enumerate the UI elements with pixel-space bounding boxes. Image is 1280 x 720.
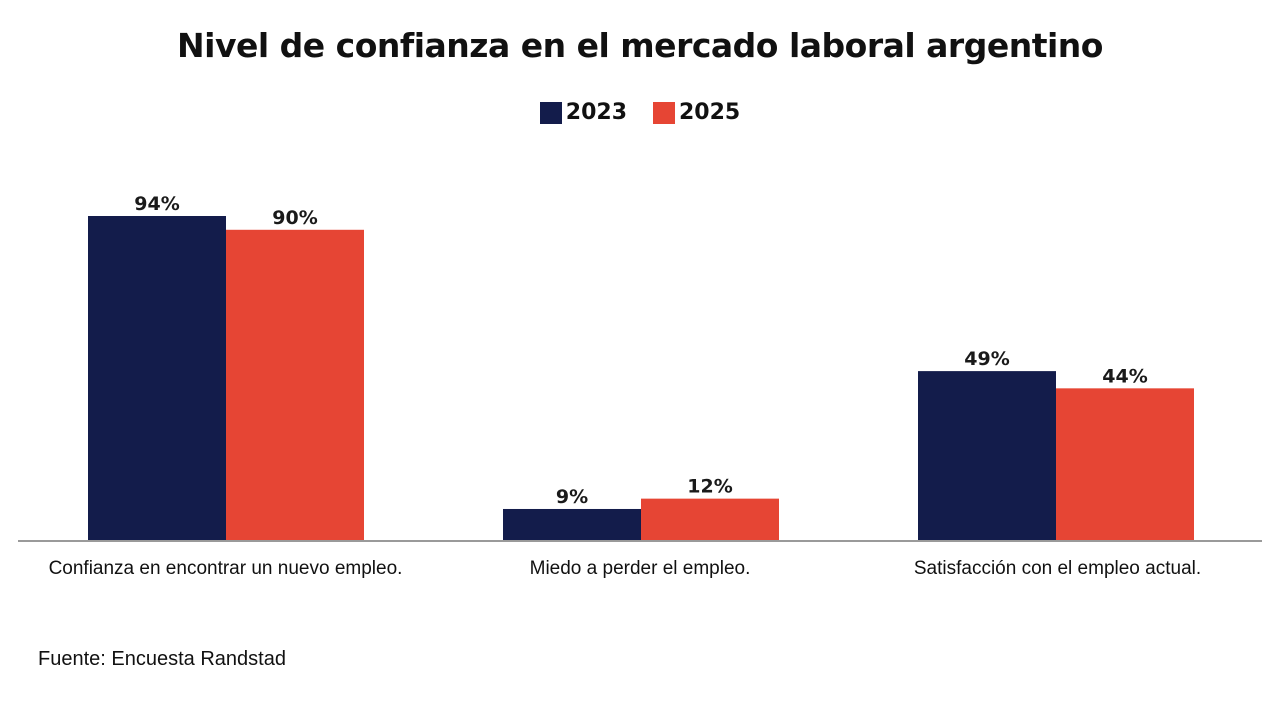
category-label-2: Satisfacción con el empleo actual.	[913, 558, 1202, 579]
bar-2023-1	[503, 508, 641, 540]
bar-2025-1	[641, 498, 779, 540]
bar-2023-2	[918, 371, 1056, 540]
legend-swatch-2023	[539, 101, 562, 124]
chart-title: Nivel de confianza en el mercado laboral…	[177, 26, 1103, 65]
source-note: Fuente: Encuesta Randstad	[38, 648, 286, 670]
legend-item-2023: 2023	[539, 100, 627, 125]
legend: 2023 2025	[0, 100, 1280, 125]
category-label-0: Confianza en encontrar un nuevo empleo.	[48, 558, 403, 579]
bar-2025-2	[1056, 388, 1194, 540]
legend-label-2023: 2023	[565, 100, 627, 125]
data-label-2025-1: 12%	[687, 476, 732, 498]
data-label-2023-0: 94%	[134, 193, 179, 215]
legend-item-2025: 2025	[653, 100, 740, 125]
data-label-2025-2: 44%	[1102, 365, 1147, 387]
legend-label-2025: 2025	[679, 100, 741, 125]
bar-2025-0	[226, 229, 364, 540]
legend-swatch-2025	[653, 101, 675, 124]
category-label-1: Miedo a perder el empleo.	[529, 558, 751, 579]
bar-2023-0	[88, 216, 226, 540]
data-label-2023-2: 49%	[964, 348, 1009, 370]
data-label-2023-1: 9%	[556, 486, 588, 508]
data-label-2025-0: 90%	[272, 207, 317, 229]
